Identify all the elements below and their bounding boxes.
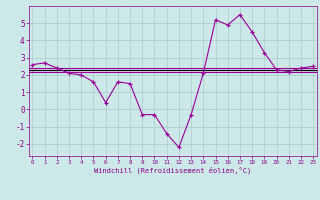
X-axis label: Windchill (Refroidissement éolien,°C): Windchill (Refroidissement éolien,°C): [94, 167, 252, 174]
